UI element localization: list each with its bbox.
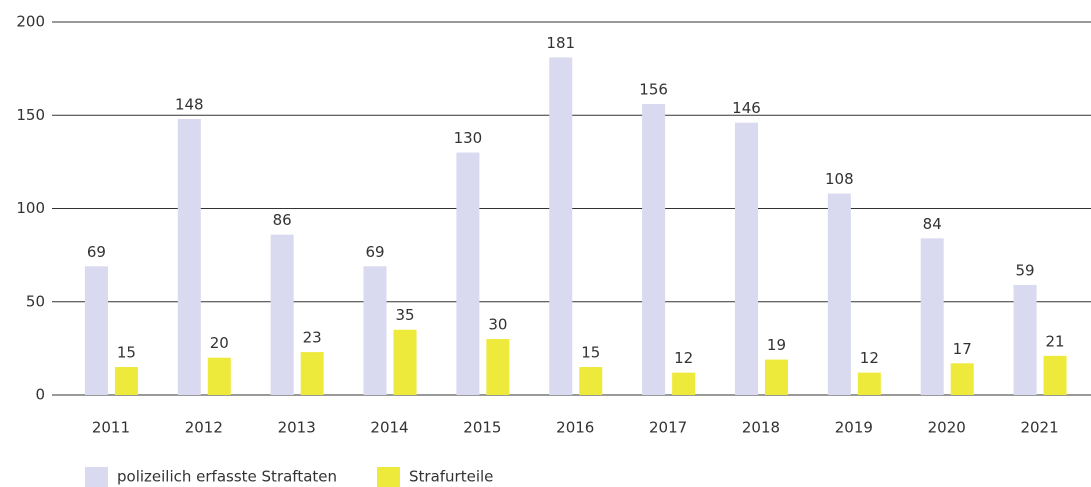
- x-tick-label: 2017: [649, 419, 687, 437]
- bar: [363, 266, 387, 395]
- x-tick-label: 2014: [370, 419, 408, 437]
- y-tick-label: 50: [26, 292, 45, 310]
- data-label: 23: [303, 329, 322, 347]
- legend-swatch: [85, 467, 108, 487]
- bar: [1043, 355, 1067, 395]
- y-tick-label: 0: [35, 386, 45, 404]
- data-label: 35: [395, 306, 414, 324]
- x-tick-label: 2012: [185, 419, 223, 437]
- data-label: 86: [273, 211, 292, 229]
- data-label: 69: [365, 243, 384, 261]
- data-label: 69: [87, 243, 106, 261]
- bar: [950, 363, 974, 395]
- x-tick-label: 2020: [928, 419, 966, 437]
- data-label: 12: [860, 349, 879, 367]
- y-tick-label: 150: [16, 106, 45, 124]
- data-label: 12: [674, 349, 693, 367]
- data-label: 20: [210, 334, 229, 352]
- bar: [827, 193, 851, 395]
- x-tick-label: 2015: [463, 419, 501, 437]
- bar: [456, 152, 480, 395]
- bar: [270, 234, 294, 395]
- data-label: 146: [732, 99, 761, 117]
- data-label: 17: [953, 340, 972, 358]
- legend-swatch: [377, 467, 400, 487]
- bar: [84, 266, 108, 395]
- data-label: 59: [1016, 261, 1035, 279]
- legend-label: polizeilich erfasste Straftaten: [117, 468, 337, 486]
- x-tick-label: 2011: [92, 419, 130, 437]
- x-tick-label: 2018: [742, 419, 780, 437]
- data-label: 148: [175, 95, 204, 113]
- data-label: 15: [117, 344, 136, 362]
- bar: [764, 359, 788, 395]
- bar: [549, 57, 573, 396]
- bar: [734, 122, 758, 396]
- data-label: 108: [825, 170, 854, 188]
- x-tick-label: 2016: [556, 419, 594, 437]
- y-tick-label: 100: [16, 199, 45, 217]
- data-label: 130: [454, 129, 483, 147]
- data-label: 15: [581, 344, 600, 362]
- data-label: 19: [767, 336, 786, 354]
- bar: [207, 357, 231, 395]
- bar: [920, 238, 944, 395]
- bar: [177, 118, 201, 395]
- x-tick-label: 2013: [278, 419, 316, 437]
- y-tick-label: 200: [16, 13, 45, 31]
- bar: [672, 372, 696, 395]
- x-tick-label: 2019: [835, 419, 873, 437]
- bar: [579, 367, 603, 395]
- bar: [857, 372, 881, 395]
- data-label: 30: [488, 316, 507, 334]
- bar: [300, 352, 324, 395]
- bar: [114, 367, 138, 395]
- data-label: 84: [923, 215, 942, 233]
- data-label: 156: [639, 81, 668, 99]
- data-label: 181: [546, 34, 575, 52]
- bar: [393, 329, 417, 395]
- legend-label: Strafurteile: [409, 468, 493, 486]
- bar: [486, 339, 510, 395]
- bar: [1013, 284, 1037, 395]
- bar: [642, 104, 666, 395]
- data-label: 21: [1046, 332, 1065, 350]
- x-tick-label: 2021: [1020, 419, 1058, 437]
